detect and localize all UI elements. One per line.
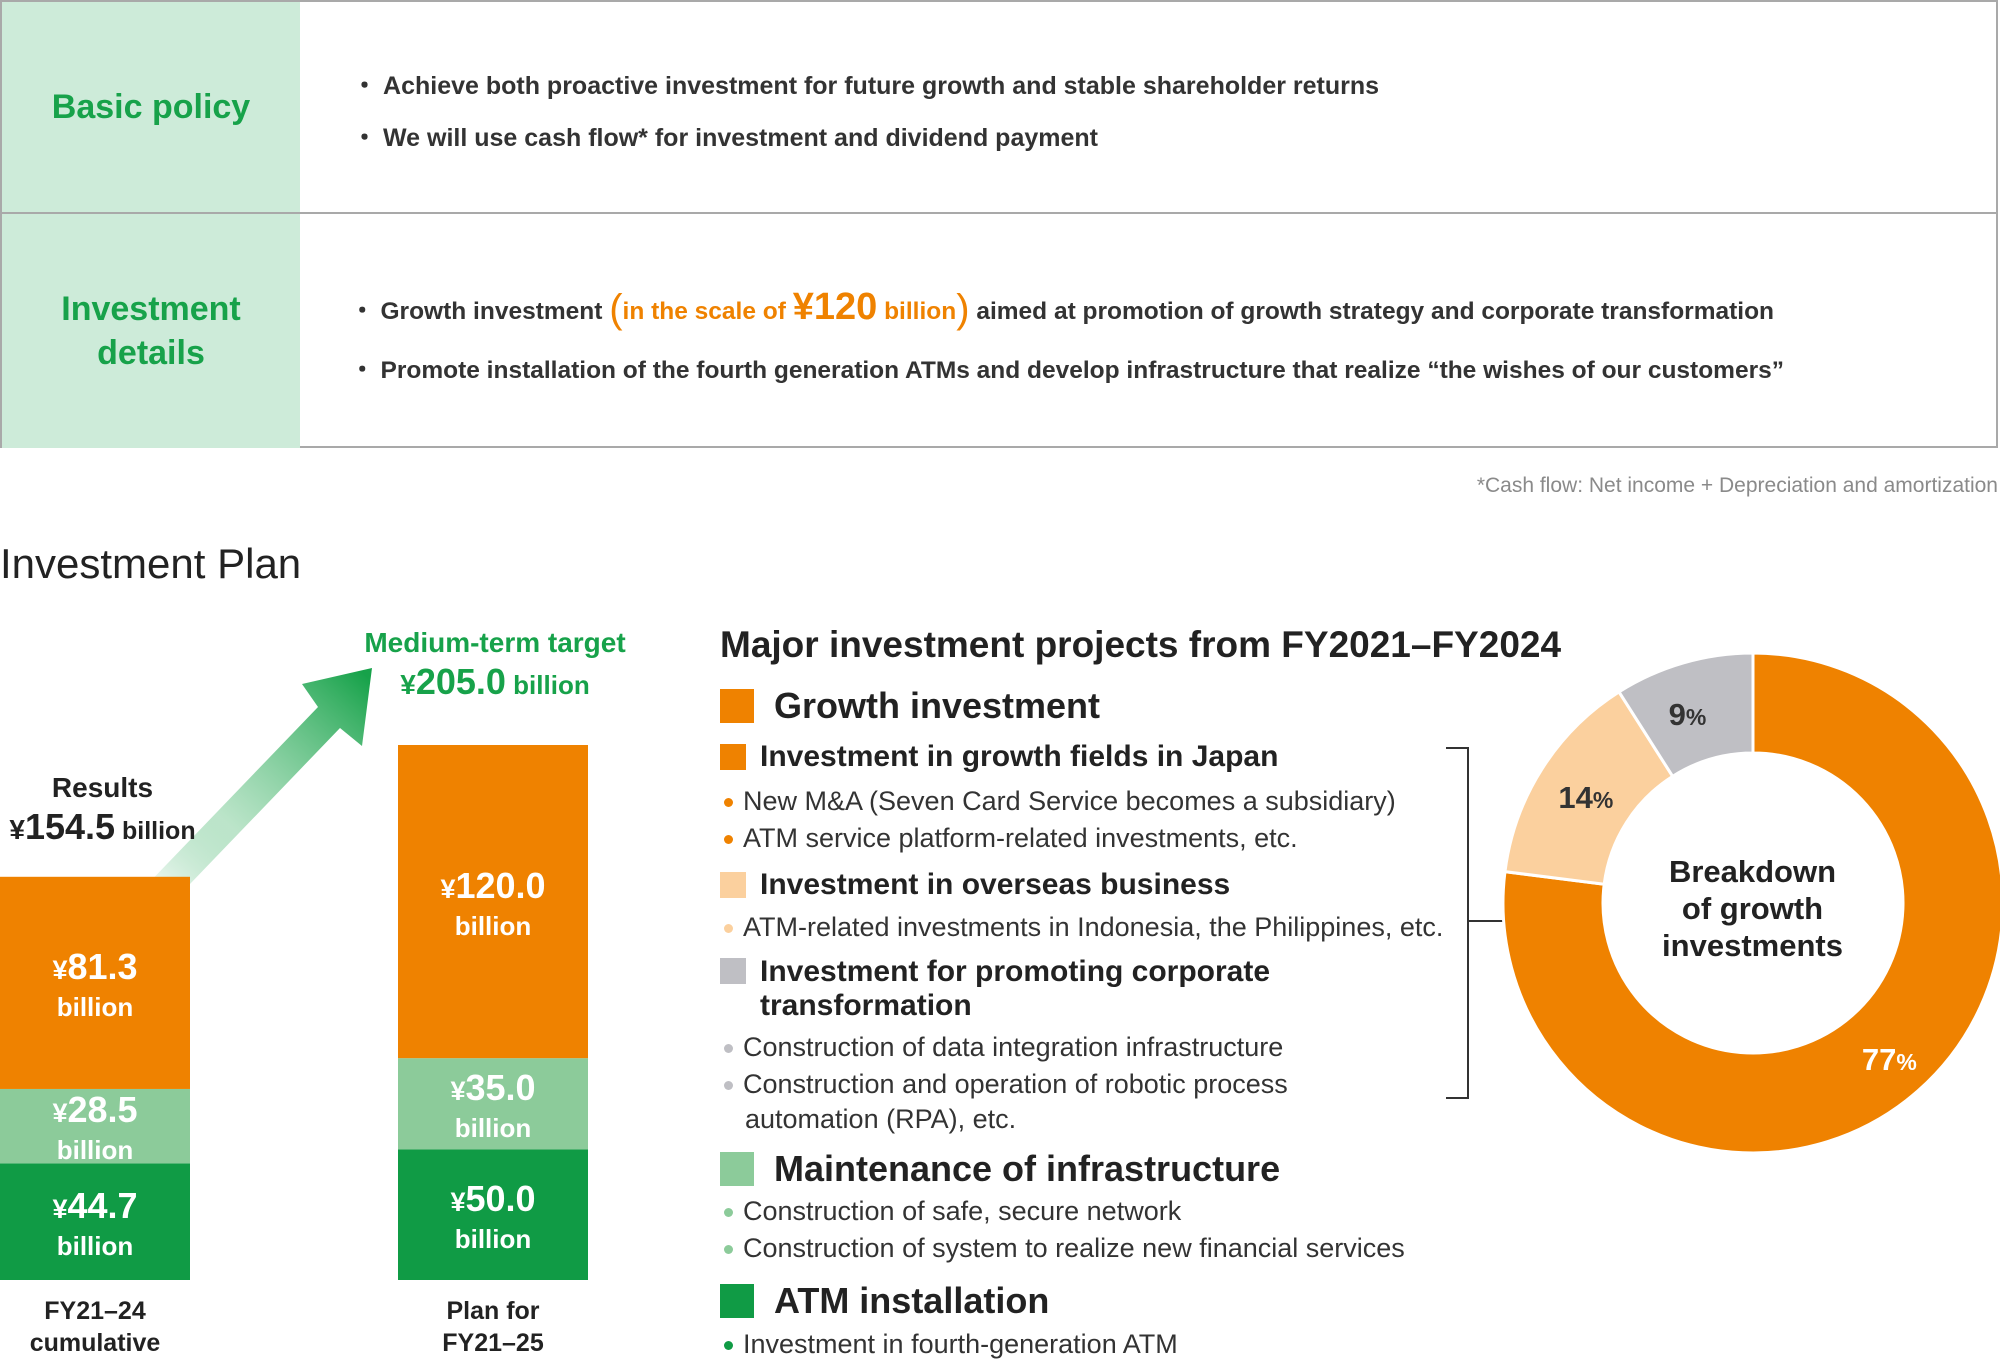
target-title: Medium-term target xyxy=(364,627,626,658)
orange-swatch xyxy=(720,744,746,770)
bullet-dot-icon xyxy=(724,1208,733,1218)
legend-transformation: Investment for promoting corporate trans… xyxy=(720,955,1270,1023)
bar-segment xyxy=(0,1163,190,1280)
donut-slice xyxy=(1501,651,2000,1155)
bracket-line xyxy=(1446,747,1469,1099)
donut-center-label: Breakdown of growth investments xyxy=(1662,854,1843,963)
list-item: New M&A (Seven Card Service becomes a su… xyxy=(724,783,1396,819)
legend-maintenance: Maintenance of infrastructure xyxy=(720,1148,1280,1190)
bar-segment xyxy=(398,1149,588,1280)
legend-growth-japan: Investment in growth fields in Japan xyxy=(720,740,1278,774)
bar-value-label: ¥35.0 billion xyxy=(450,1066,536,1143)
donut-percent-label: 14% xyxy=(1558,779,1614,815)
basic-policy-body: ・ Achieve both proactive investment for f… xyxy=(302,2,1996,212)
legend-overseas: Investment in overseas business xyxy=(720,868,1230,902)
list-item: Construction of system to realize new fi… xyxy=(724,1230,1405,1266)
list-item: Construction of safe, secure network xyxy=(724,1193,1181,1229)
section-title: Investment Plan xyxy=(0,540,302,587)
bar-value-label: ¥44.7 billion xyxy=(52,1184,138,1261)
growth-breakdown-donut xyxy=(1501,651,2000,1155)
bar-value-label: ¥120.0 billion xyxy=(440,864,546,941)
bullet-dot-icon xyxy=(724,1341,733,1351)
list-item: Construction and operation of robotic pr… xyxy=(724,1066,1288,1102)
results-total: Results ¥154.5 billion xyxy=(0,770,205,852)
bullet-dot-icon xyxy=(724,1044,733,1054)
bar-segment xyxy=(0,876,190,1089)
list-item: ATM service platform-related investments… xyxy=(724,820,1298,856)
cash-flow-footnote: *Cash flow: Net income + Depreciation an… xyxy=(1476,474,1998,497)
bullet-dot-icon xyxy=(724,835,733,845)
policy-table: Basic policy ・ Achieve both proactive inv… xyxy=(0,0,1998,448)
bullet-dot-icon xyxy=(724,1081,733,1091)
orange-swatch xyxy=(720,689,754,723)
investment-details-header: Investment details xyxy=(2,214,300,448)
bar-segment xyxy=(398,745,588,1059)
medium-term-target: Medium-term target ¥205.0 billion xyxy=(330,625,660,706)
bar-value-label: ¥28.5 billion xyxy=(52,1089,138,1166)
donut-percent-label: 77% xyxy=(1861,1041,1917,1077)
category-label-1: FY21–24 cumulative xyxy=(29,1297,161,1357)
projects-title: Major investment projects from FY2021–FY… xyxy=(720,624,1562,665)
bar-value-label: ¥50.0 billion xyxy=(450,1177,536,1254)
results-title: Results xyxy=(51,772,154,803)
donut-percent-label: 9% xyxy=(1668,696,1707,732)
donut-slice xyxy=(1616,651,1755,779)
basic-policy-bullet-1: ・ Achieve both proactive investment for f… xyxy=(352,72,1380,100)
basic-policy-bullet-2: ・ We will use cash flow* for investment a… xyxy=(352,124,1098,152)
investment-bar-chart xyxy=(0,668,588,1280)
list-item: Investment in fourth-generation ATM xyxy=(724,1326,1178,1362)
legend-atm-installation: ATM installation xyxy=(720,1280,1049,1322)
basic-policy-label: Basic policy xyxy=(51,88,251,126)
green-swatch xyxy=(720,1284,754,1318)
investment-details-bullet-2: ・ Promote installation of the fourth gene… xyxy=(350,357,1784,384)
bullet-dot-icon xyxy=(724,798,733,808)
bar-segment xyxy=(398,1058,588,1150)
investment-details-row: Investment details ・ Growth investment (i… xyxy=(2,214,1996,448)
bar-segment xyxy=(0,1088,190,1164)
investment-details-label-line1: Investment xyxy=(61,290,241,328)
light-orange-swatch xyxy=(720,872,746,898)
bar-value-label: ¥81.3 billion xyxy=(52,945,138,1022)
gray-swatch xyxy=(720,958,746,984)
bullet-dot-icon xyxy=(724,924,733,934)
list-item: Construction of data integration infrast… xyxy=(724,1029,1283,1065)
bullet-dot-icon xyxy=(724,1245,733,1255)
growth-investment-scale: in the scale of ¥120 billion xyxy=(622,286,957,328)
investment-details-body: ・ Growth investment (in the scale of ¥120… xyxy=(302,214,1996,448)
list-item: automation (RPA), etc. xyxy=(745,1104,1017,1134)
category-label-2: Plan for FY21–25 xyxy=(442,1297,544,1357)
investment-details-label-line2: details xyxy=(97,334,205,372)
growth-arrow xyxy=(142,668,372,910)
target-amount: ¥205.0 billion xyxy=(400,661,590,702)
legend-growth-investment: Growth investment xyxy=(720,685,1100,727)
list-item: ATM-related investments in Indonesia, th… xyxy=(724,909,1443,945)
results-amount: ¥154.5 billion xyxy=(9,806,196,847)
basic-policy-header: Basic policy xyxy=(2,2,300,212)
light-green-swatch xyxy=(720,1152,754,1186)
basic-policy-row: Basic policy ・ Achieve both proactive inv… xyxy=(2,2,1996,214)
investment-details-bullet-1: ・ Growth investment (in the scale of ¥120… xyxy=(350,286,1775,331)
